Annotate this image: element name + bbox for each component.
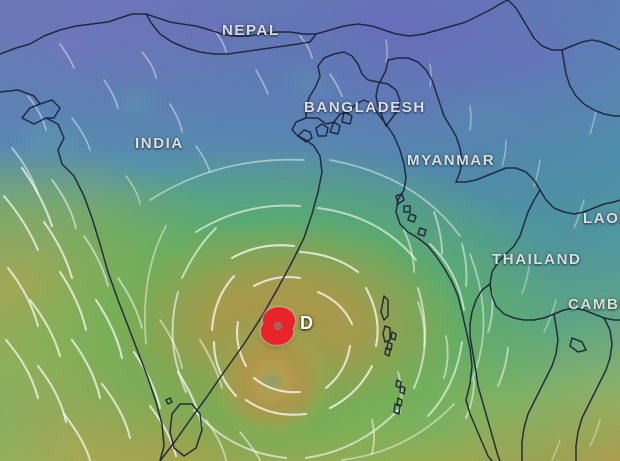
storm-category-label: D: [300, 313, 313, 333]
map-label-bangladesh: BANGLADESH: [304, 99, 426, 116]
map-label-nepal: NEPAL: [222, 22, 280, 39]
map-label-cambodia: CAMBODIA: [568, 296, 620, 313]
tropical-cyclone-icon[interactable]: [257, 303, 299, 349]
map-label-laos: LAOS: [583, 210, 620, 227]
map-label-thailand: THAILAND: [492, 251, 582, 268]
map-label-india: INDIA: [135, 135, 184, 152]
map-label-myanmar: MYANMAR: [407, 152, 496, 169]
